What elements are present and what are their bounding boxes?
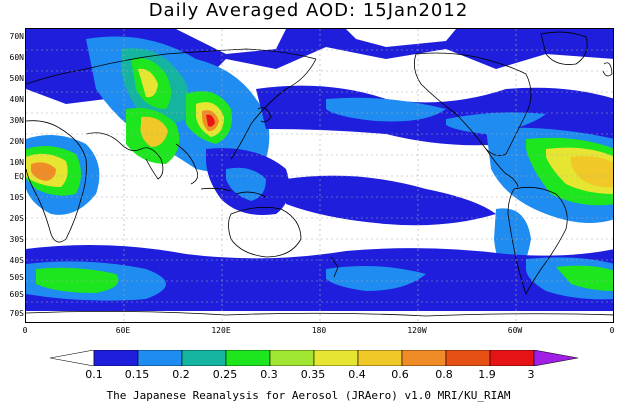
lon-label: 0 xyxy=(609,326,615,335)
colorbar-label: 0.4 xyxy=(348,368,366,381)
lat-label: 10S xyxy=(9,193,24,202)
colorbar-swatch xyxy=(137,350,183,366)
colorbar-swatch xyxy=(489,350,535,366)
lat-label: 40S xyxy=(9,256,24,265)
colorbar-swatch xyxy=(50,350,95,366)
colorbar-label: 0.3 xyxy=(260,368,278,381)
lon-label: 60W xyxy=(507,326,523,335)
colorbar-label: 0.8 xyxy=(435,368,453,381)
lon-label: 120E xyxy=(211,326,231,335)
colorbar-swatch xyxy=(445,350,491,366)
colorbar-label: 0.25 xyxy=(212,368,238,381)
lon-label: 180 xyxy=(311,326,327,335)
colorbar-swatch xyxy=(93,350,139,366)
colorbar-label: 1.9 xyxy=(478,368,496,381)
colorbar-swatch xyxy=(533,350,579,366)
footer-caption: The Japanese Reanalysis for Aerosol (JRA… xyxy=(106,389,511,402)
colorbar-label: 0.35 xyxy=(300,368,326,381)
lat-label: 50N xyxy=(9,74,24,83)
lon-label: 60E xyxy=(115,326,131,335)
lat-label: 70N xyxy=(9,32,24,41)
graticule xyxy=(26,29,613,322)
aod-map-canvas xyxy=(26,29,613,322)
colorbar-label: 0.15 xyxy=(124,368,150,381)
colorbar-swatch xyxy=(313,350,359,366)
lat-label: 20S xyxy=(9,214,24,223)
lat-label: 30N xyxy=(9,116,24,125)
colorbar-segments xyxy=(50,350,579,366)
colorbar-swatch xyxy=(401,350,447,366)
coastlines xyxy=(26,31,613,317)
lat-label: 40N xyxy=(9,95,24,104)
colorbar-label: 0.6 xyxy=(391,368,409,381)
lat-label: 70S xyxy=(9,309,24,318)
lon-label: 120W xyxy=(407,326,427,335)
colorbar-label: 0.1 xyxy=(85,368,103,381)
colorbar-label: 3 xyxy=(527,368,535,381)
lat-label: 30S xyxy=(9,235,24,244)
lat-label: 60S xyxy=(9,290,24,299)
colorbar-swatch xyxy=(181,350,227,366)
colorbar-label: 0.2 xyxy=(172,368,190,381)
lat-label: 60N xyxy=(9,53,24,62)
aod-map xyxy=(25,28,614,323)
lat-label: 50S xyxy=(9,273,24,282)
colorbar xyxy=(50,350,579,366)
lat-label: 20N xyxy=(9,137,24,146)
lat-label: 10N xyxy=(9,158,24,167)
colorbar-swatch xyxy=(225,350,271,366)
colorbar-swatch xyxy=(269,350,315,366)
lon-label: 0 xyxy=(22,326,28,335)
lat-label: EQ xyxy=(14,172,24,181)
colorbar-swatch xyxy=(357,350,403,366)
map-title: Daily Averaged AOD: 15Jan2012 xyxy=(148,0,469,21)
